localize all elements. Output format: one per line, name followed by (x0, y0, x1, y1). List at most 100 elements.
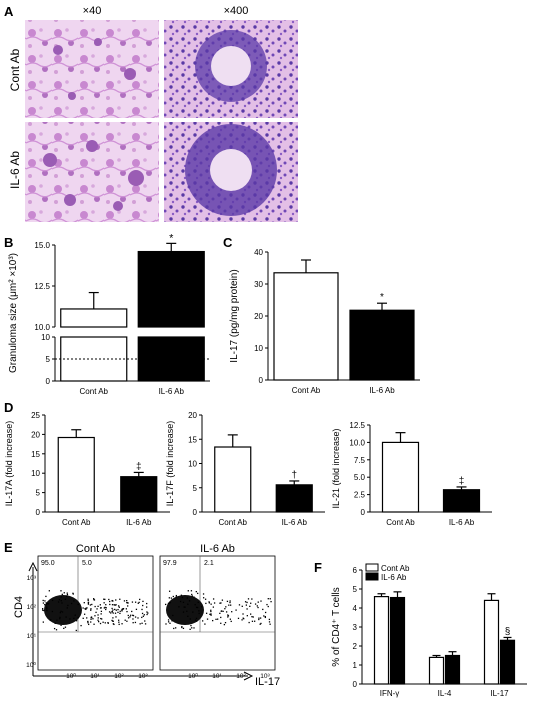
event-dot (93, 598, 95, 600)
event-dot (134, 616, 137, 618)
event-dot (91, 603, 93, 606)
event-dot (224, 608, 226, 610)
bar-cont-ab (273, 272, 339, 381)
event-dot (190, 590, 193, 592)
y-tick-label: 3 (353, 623, 358, 632)
chart-d-il17a: 0 5 10 15 20 25 Cont Ab ‡ IL-6 Ab IL-17A (fold in… (4, 411, 170, 527)
event-dot (131, 601, 134, 603)
event-dot (86, 617, 88, 619)
event-dot (127, 614, 129, 617)
event-dot (134, 601, 137, 603)
event-dot (212, 619, 214, 622)
event-dot (45, 604, 47, 606)
event-dot (147, 612, 149, 614)
event-dot (60, 600, 62, 602)
event-dot (109, 603, 111, 606)
event-dot (94, 605, 96, 608)
event-dot (227, 615, 230, 617)
flow-x-tick-label: 10⁰ (66, 672, 76, 680)
event-dot (77, 603, 79, 606)
event-dot (51, 599, 54, 602)
event-dot (47, 603, 50, 605)
event-dot (210, 603, 212, 605)
event-dot (111, 610, 113, 613)
y-tick-label: 0 (259, 376, 264, 385)
event-dot (104, 622, 106, 624)
histology-cont-x40 (25, 20, 159, 118)
y-tick-label: 1 (353, 661, 358, 670)
event-dot (200, 606, 203, 608)
event-dot (247, 598, 250, 600)
event-dot (46, 608, 48, 610)
flow-y-arrow-head (28, 561, 38, 572)
event-dot (182, 611, 185, 613)
event-dot (77, 616, 79, 619)
event-dot (141, 608, 143, 611)
event-dot (189, 618, 191, 620)
event-dot (165, 623, 167, 625)
event-dot (126, 610, 128, 613)
flow-y-axis-label: CD4 (13, 596, 25, 618)
event-dot (103, 602, 105, 604)
event-dot (107, 621, 109, 624)
event-dot (251, 598, 253, 600)
flow-plot-title: IL-6 Ab (200, 543, 235, 555)
bar-cont-ab-upper (60, 308, 128, 328)
event-dot (195, 590, 197, 593)
event-dot (186, 597, 188, 599)
y-tick-label: 25 (31, 411, 40, 420)
flow-x-tick-label: 10² (236, 673, 246, 680)
event-dot (254, 603, 257, 605)
event-dot (202, 597, 205, 599)
y-axis-label: IL-17A (fold increase) (4, 421, 14, 507)
event-dot (66, 607, 68, 609)
event-dot (97, 617, 99, 619)
event-dot (191, 627, 193, 629)
y-axis-label: IL-21 (fold increase) (331, 428, 341, 508)
event-dot (223, 623, 226, 626)
flow-x-arrow-head (243, 671, 254, 681)
event-dot (267, 598, 269, 600)
event-dot (141, 622, 143, 624)
event-dot (138, 601, 140, 604)
event-dot (258, 617, 260, 619)
event-dot (95, 611, 97, 614)
event-dot (175, 596, 177, 598)
event-dot (73, 617, 75, 620)
event-dot (169, 622, 171, 624)
event-dot (100, 617, 102, 620)
event-dot (210, 613, 212, 615)
event-dot (262, 608, 264, 611)
event-dot (229, 618, 231, 620)
event-dot (123, 600, 126, 602)
event-dot (64, 626, 67, 628)
event-dot (187, 603, 189, 605)
event-dot (246, 615, 248, 617)
y-tick-label: 12.5 (349, 421, 365, 430)
event-dot (224, 621, 227, 624)
event-dot (242, 617, 244, 619)
event-dot (197, 601, 199, 603)
y-tick-label: 5.0 (354, 473, 366, 482)
event-dot (93, 598, 95, 601)
event-dot (141, 612, 144, 615)
event-dot (144, 620, 146, 622)
event-dot (256, 605, 258, 607)
event-dot (137, 602, 139, 604)
event-dot (213, 602, 216, 604)
event-dot (82, 617, 84, 619)
chart-c-il17: 0 10 20 30 40 Cont Ab * IL-6 Ab IL-17 (pg/mg pro… (229, 248, 420, 395)
bar-cont-ab (483, 599, 500, 685)
event-dot (127, 617, 130, 619)
event-dot (42, 599, 44, 602)
event-dot (66, 592, 68, 594)
event-dot (90, 621, 92, 623)
y-tick-label: 0 (193, 508, 198, 517)
event-dot (103, 598, 105, 600)
event-dot (114, 604, 116, 606)
event-dot (117, 619, 120, 621)
histology-il6-x40 (25, 122, 159, 222)
event-dot (75, 620, 78, 622)
y-tick-label: 2 (353, 642, 358, 651)
